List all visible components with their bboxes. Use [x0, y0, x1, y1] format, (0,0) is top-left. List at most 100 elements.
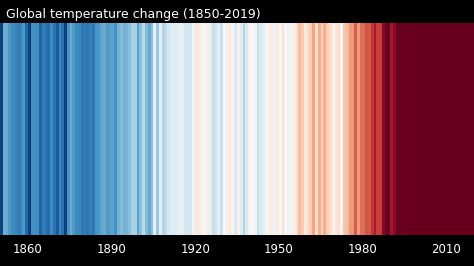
Bar	[318, 23, 320, 235]
Bar	[279, 23, 282, 235]
Bar	[427, 23, 429, 235]
Bar	[126, 23, 128, 235]
Bar	[399, 23, 401, 235]
Bar	[246, 23, 248, 235]
Bar	[170, 23, 173, 235]
Bar	[192, 23, 195, 235]
Bar	[28, 23, 31, 235]
Bar	[287, 23, 290, 235]
Bar	[176, 23, 178, 235]
Bar	[86, 23, 89, 235]
Bar	[11, 23, 14, 235]
Bar	[201, 23, 203, 235]
Bar	[137, 23, 139, 235]
Bar	[326, 23, 329, 235]
Bar	[154, 23, 156, 235]
Text: 1950: 1950	[264, 243, 294, 256]
Bar	[298, 23, 301, 235]
Bar	[337, 23, 340, 235]
Bar	[248, 23, 251, 235]
Bar	[271, 23, 273, 235]
Bar	[106, 23, 109, 235]
Bar	[435, 23, 438, 235]
Bar	[471, 23, 474, 235]
Bar	[404, 23, 407, 235]
Bar	[220, 23, 223, 235]
Bar	[45, 23, 47, 235]
Bar	[329, 23, 332, 235]
Bar	[391, 23, 393, 235]
Bar	[3, 23, 6, 235]
Bar	[424, 23, 427, 235]
Bar	[385, 23, 388, 235]
Bar	[181, 23, 184, 235]
Bar	[396, 23, 399, 235]
Bar	[357, 23, 360, 235]
Bar	[401, 23, 404, 235]
Bar	[9, 23, 11, 235]
Bar	[382, 23, 385, 235]
Bar	[320, 23, 323, 235]
Bar	[379, 23, 382, 235]
Bar	[198, 23, 201, 235]
Bar	[265, 23, 268, 235]
Bar	[335, 23, 337, 235]
Bar	[468, 23, 471, 235]
Bar	[167, 23, 170, 235]
Bar	[228, 23, 231, 235]
Bar	[50, 23, 53, 235]
Bar	[128, 23, 131, 235]
Bar	[164, 23, 167, 235]
Bar	[418, 23, 421, 235]
Text: 1920: 1920	[180, 243, 210, 256]
Bar	[215, 23, 218, 235]
Bar	[393, 23, 396, 235]
Bar	[254, 23, 256, 235]
Bar	[440, 23, 443, 235]
Bar	[70, 23, 73, 235]
Bar	[34, 23, 36, 235]
Bar	[100, 23, 103, 235]
Bar	[293, 23, 296, 235]
Bar	[290, 23, 293, 235]
Bar	[178, 23, 181, 235]
Bar	[376, 23, 379, 235]
Bar	[315, 23, 318, 235]
Bar	[310, 23, 312, 235]
Bar	[354, 23, 357, 235]
Bar	[452, 23, 455, 235]
Bar	[36, 23, 39, 235]
Bar	[187, 23, 190, 235]
Bar	[463, 23, 465, 235]
Bar	[19, 23, 22, 235]
Bar	[268, 23, 271, 235]
Bar	[148, 23, 151, 235]
Bar	[226, 23, 228, 235]
Bar	[421, 23, 424, 235]
Bar	[114, 23, 117, 235]
Bar	[47, 23, 50, 235]
Bar	[240, 23, 243, 235]
Bar	[413, 23, 415, 235]
Bar	[282, 23, 284, 235]
Bar	[407, 23, 410, 235]
Text: 1860: 1860	[13, 243, 43, 256]
Bar	[449, 23, 452, 235]
Bar	[340, 23, 343, 235]
Bar	[348, 23, 351, 235]
Bar	[363, 23, 365, 235]
Text: 1980: 1980	[347, 243, 377, 256]
Bar	[31, 23, 34, 235]
Bar	[231, 23, 234, 235]
Bar	[53, 23, 56, 235]
Bar	[0, 23, 3, 235]
Bar	[218, 23, 220, 235]
Bar	[92, 23, 95, 235]
Bar	[256, 23, 259, 235]
Bar	[237, 23, 240, 235]
Bar	[195, 23, 198, 235]
Bar	[131, 23, 134, 235]
Bar	[332, 23, 335, 235]
Bar	[460, 23, 463, 235]
Bar	[276, 23, 279, 235]
